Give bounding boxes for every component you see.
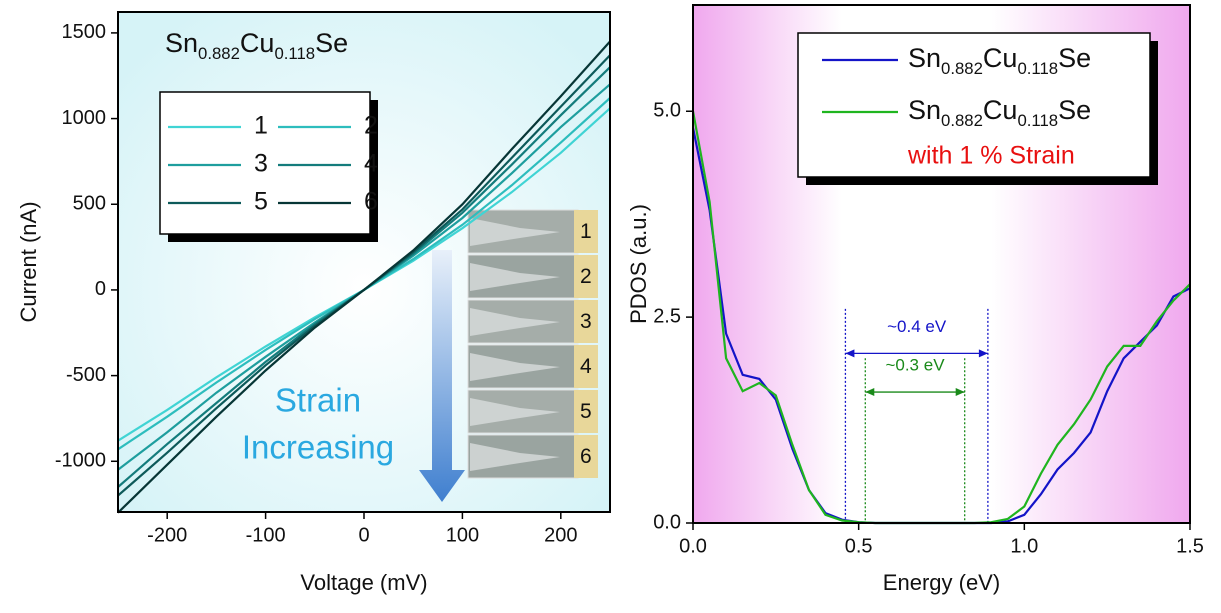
inset-label: 1: [580, 220, 592, 243]
legend-label: 6: [364, 188, 378, 216]
x-axis-label: Voltage (mV): [300, 570, 427, 595]
legend-label: 3: [254, 150, 268, 178]
inset-label: 6: [580, 445, 592, 468]
legend-label: Sn0.882Cu0.118Se: [908, 95, 1091, 130]
annotation: Increasing: [242, 429, 394, 466]
y-tick-label: -500: [66, 364, 106, 386]
legend-note: with 1 % Strain: [907, 142, 1075, 170]
y-tick-label: 1500: [62, 21, 107, 43]
y-tick-label: 2.5: [653, 305, 681, 327]
legend-label: 2: [364, 112, 378, 140]
x-tick-label: 0: [358, 524, 369, 546]
y-tick-label: 5.0: [653, 100, 681, 122]
x-tick-label: 100: [446, 524, 479, 546]
legend-label: 5: [254, 188, 268, 216]
inset-label: 3: [580, 310, 592, 333]
gap-label: ~0.3 eV: [885, 356, 945, 375]
y-tick-label: 0: [95, 278, 106, 300]
x-tick-label: 1.0: [1010, 535, 1038, 557]
y-axis-label: Current (nA): [16, 201, 41, 322]
gap-label: ~0.4 eV: [887, 317, 947, 336]
inset-label: 2: [580, 265, 592, 288]
y-tick-label: 1000: [62, 107, 107, 129]
x-axis-label: Energy (eV): [883, 570, 1000, 595]
inset-label: 4: [580, 355, 592, 378]
formula-label: Sn0.882Cu0.118Se: [165, 28, 348, 63]
legend-label: 1: [254, 112, 268, 140]
chart: 123456StrainIncreasing-200-1000100200-10…: [0, 0, 1221, 608]
y-tick-label: 0.0: [653, 511, 681, 533]
legend-label: Sn0.882Cu0.118Se: [908, 43, 1091, 78]
y-tick-label: 500: [73, 193, 106, 215]
x-tick-label: -100: [246, 524, 286, 546]
x-tick-label: -200: [147, 524, 187, 546]
annotation: Strain: [275, 382, 361, 419]
inset-label: 5: [580, 400, 592, 423]
x-tick-label: 0.5: [845, 535, 873, 557]
y-tick-label: -1000: [55, 450, 106, 472]
x-tick-label: 200: [544, 524, 577, 546]
x-tick-label: 1.5: [1176, 535, 1204, 557]
y-axis-label: PDOS (a.u.): [626, 204, 651, 324]
x-tick-label: 0.0: [679, 535, 707, 557]
legend-label: 4: [364, 150, 378, 178]
